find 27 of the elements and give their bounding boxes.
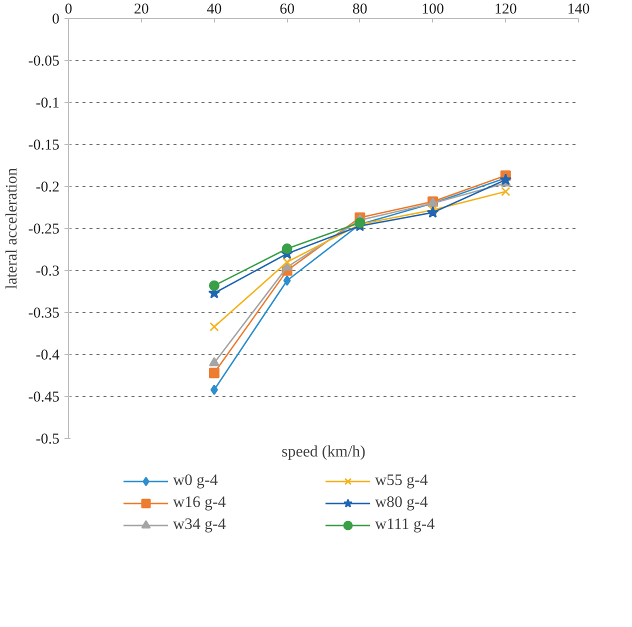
y-tick-label: -0.2: [36, 180, 60, 196]
x-tick-label: 100: [422, 2, 444, 18]
x-tick-label: 40: [206, 2, 222, 18]
y-tick-label: -0.5: [36, 432, 60, 448]
legend-label: w34 g-4: [173, 516, 227, 534]
y-tick-label: 0: [52, 12, 60, 28]
x-tick-label: 0: [64, 2, 72, 18]
y-tick-label: -0.35: [28, 306, 60, 322]
x-tick-label: 80: [352, 2, 368, 18]
y-tick-label: -0.25: [28, 222, 60, 238]
y-tick-label: -0.3: [36, 264, 60, 280]
x-tick-label: 60: [280, 2, 295, 18]
x-tick-label: 120: [494, 2, 517, 18]
y-tick-label: -0.45: [28, 390, 60, 406]
y-tick-label: -0.15: [28, 138, 60, 154]
legend-label: w55 g-4: [375, 472, 429, 490]
legend-label: w0 g-4: [173, 472, 219, 490]
x-tick-label: 20: [134, 2, 149, 18]
y-tick-label: -0.1: [36, 96, 60, 112]
legend-label: w16 g-4: [173, 494, 227, 512]
x-tick-label: 140: [567, 2, 590, 18]
x-axis-title: speed (km/h): [282, 444, 366, 460]
y-axis-title: lateral acceleration: [3, 168, 20, 290]
legend-label: w111 g-4: [375, 516, 436, 534]
y-tick-label: -0.4: [36, 348, 60, 364]
y-tick-label: -0.05: [28, 54, 60, 70]
legend-label: w80 g-4: [375, 494, 429, 512]
